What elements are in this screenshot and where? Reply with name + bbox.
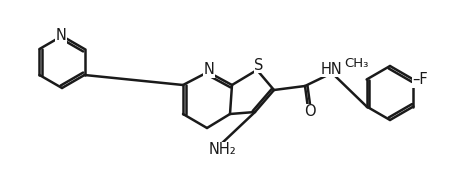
Text: N: N xyxy=(204,63,214,78)
Text: CH₃: CH₃ xyxy=(345,57,369,70)
Text: S: S xyxy=(254,58,264,73)
Text: HN: HN xyxy=(321,62,343,77)
Text: NH₂: NH₂ xyxy=(208,142,236,158)
Text: O: O xyxy=(304,105,316,120)
Text: –F: –F xyxy=(413,72,428,87)
Text: N: N xyxy=(55,28,66,44)
